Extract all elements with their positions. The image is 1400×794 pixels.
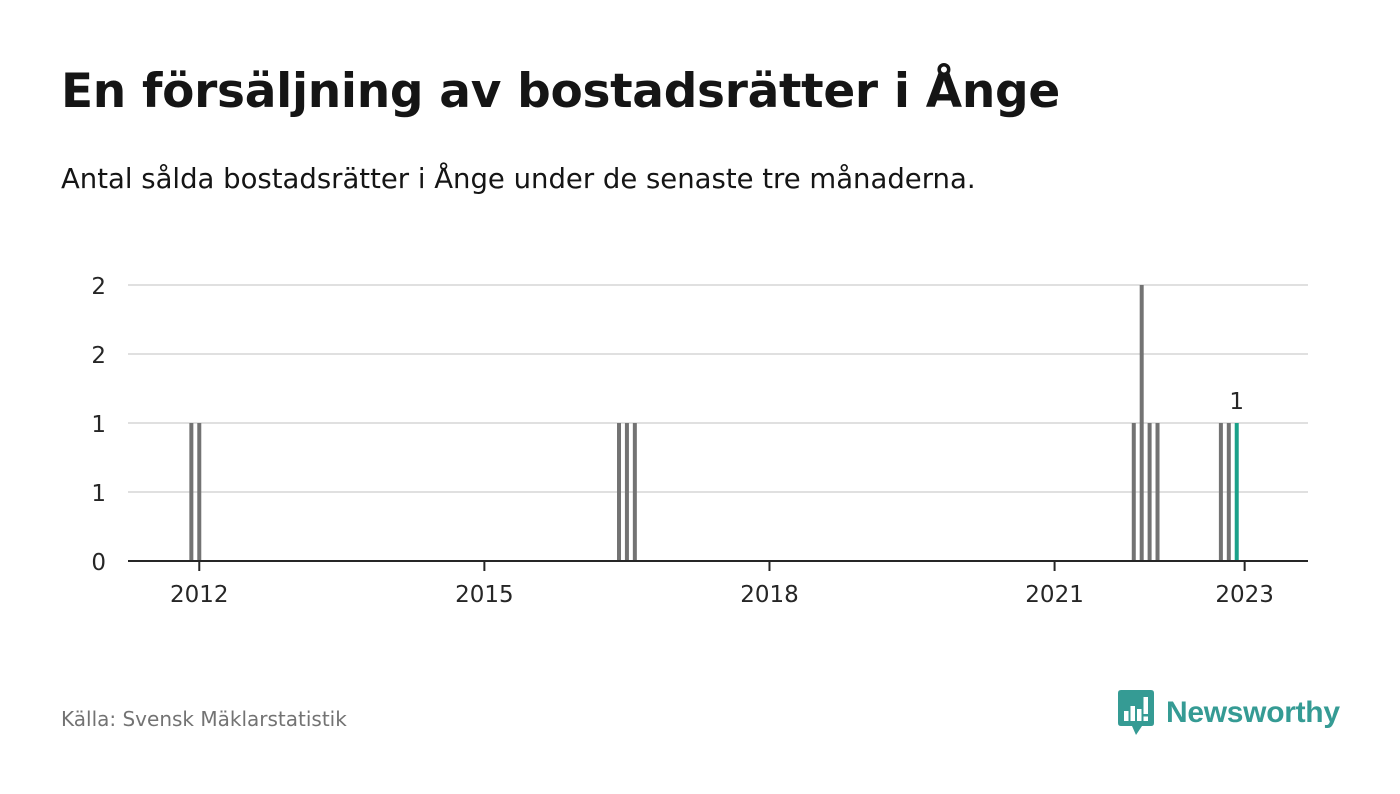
bar [632, 423, 637, 561]
newsworthy-logo-icon [1118, 690, 1154, 735]
x-tick-label: 2023 [1215, 582, 1274, 608]
y-tick-label: 1 [91, 412, 106, 438]
bar [197, 423, 202, 561]
brand-logo: Newsworthy [1118, 690, 1340, 736]
bar [1226, 423, 1231, 561]
bar [1131, 423, 1136, 561]
gridlines [128, 284, 1308, 493]
y-axis-ticks: 0 1 1 2 2 [91, 274, 106, 576]
data-labels: 1 [1229, 389, 1244, 415]
x-tick-label: 2012 [170, 582, 229, 608]
bar [1234, 423, 1239, 561]
bar [1147, 423, 1152, 561]
y-tick-label: 2 [91, 343, 106, 369]
data-label: 1 [1229, 389, 1244, 415]
x-axis-ticks: 2012 2015 2018 2021 2023 [170, 561, 1274, 608]
x-tick-label: 2018 [740, 582, 799, 608]
x-tick-label: 2015 [455, 582, 514, 608]
x-tick-label: 2021 [1025, 582, 1084, 608]
bar [1155, 423, 1160, 561]
y-tick-label: 0 [91, 550, 106, 576]
brand-name: Newsworthy [1166, 696, 1340, 729]
chart-title: En försäljning av bostadsrätter i Ånge [61, 64, 1060, 119]
bar [1139, 285, 1144, 561]
y-tick-label: 1 [91, 481, 106, 507]
y-tick-label: 2 [91, 274, 106, 300]
bar [189, 423, 194, 561]
bar [1218, 423, 1223, 561]
source-note: Källa: Svensk Mäklarstatistik [61, 707, 347, 731]
bar [617, 423, 622, 561]
chart-subtitle: Antal sålda bostadsrätter i Ånge under d… [61, 163, 976, 195]
bar [624, 423, 629, 561]
bars [189, 285, 1239, 561]
